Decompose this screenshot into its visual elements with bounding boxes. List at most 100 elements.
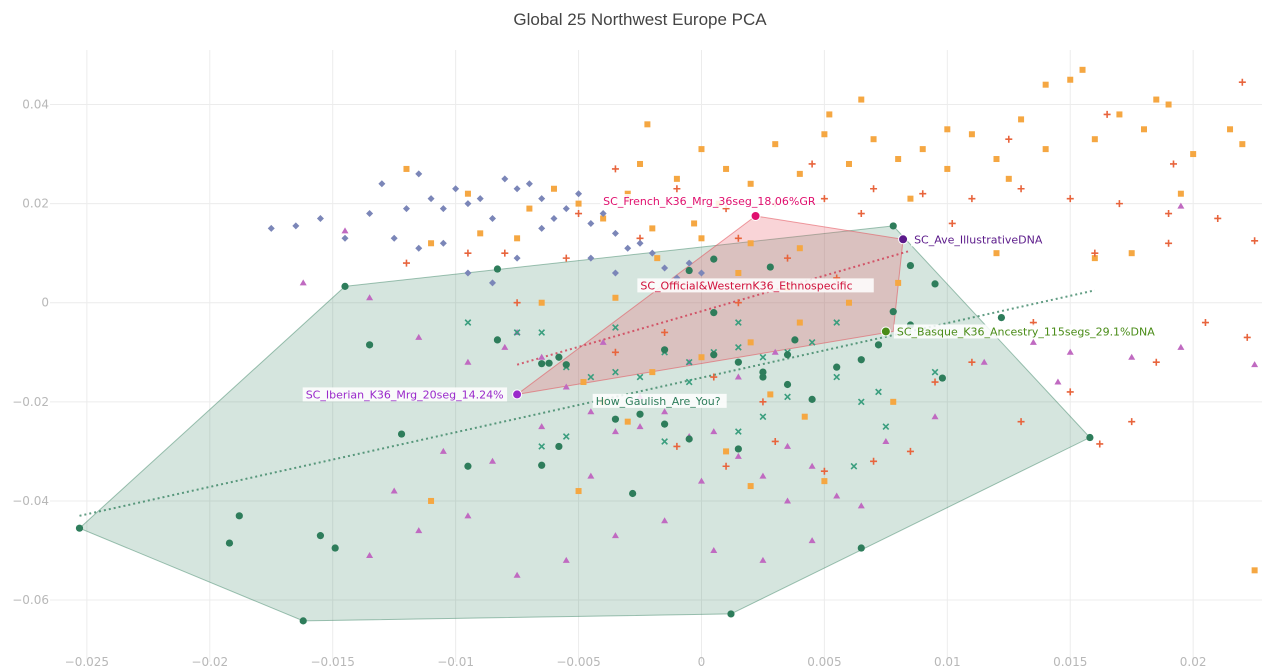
data-point — [944, 165, 951, 172]
data-point — [993, 250, 1000, 257]
data-point — [747, 483, 754, 490]
data-point — [747, 240, 754, 247]
data-point — [464, 358, 472, 365]
data-point — [538, 443, 546, 450]
data-point — [1140, 126, 1147, 133]
data-point — [538, 353, 546, 360]
data-point — [808, 160, 816, 168]
label-background — [893, 324, 1150, 339]
data-point — [644, 121, 651, 128]
data-point — [1239, 141, 1246, 148]
data-point — [889, 222, 897, 230]
data-point — [1251, 567, 1258, 574]
data-point — [980, 358, 988, 365]
data-point — [833, 363, 841, 371]
data-point — [1243, 333, 1251, 341]
data-point — [661, 408, 669, 415]
highlight-point — [880, 326, 891, 337]
x-tick-label: 0.005 — [807, 655, 841, 669]
data-point — [624, 190, 631, 197]
data-point — [919, 146, 926, 153]
data-point — [575, 488, 582, 495]
data-point — [366, 210, 374, 218]
series-circle — [75, 222, 1094, 625]
data-point — [390, 487, 398, 494]
series-x — [464, 319, 939, 470]
data-point — [968, 195, 976, 203]
data-point — [1170, 160, 1177, 168]
data-point — [796, 319, 803, 326]
data-point — [661, 346, 669, 354]
data-point — [649, 225, 656, 232]
data-point — [513, 329, 521, 336]
x-tick-label: 0.01 — [934, 655, 961, 669]
data-point — [390, 234, 398, 242]
data-point — [611, 348, 619, 356]
data-point — [599, 338, 607, 345]
highlight-label: SC_Iberian_K36_Mrg_20seg_14.24% — [302, 387, 508, 402]
data-point — [538, 195, 546, 203]
data-point — [341, 282, 349, 290]
data-point — [1086, 433, 1094, 442]
data-point — [587, 254, 595, 262]
data-point — [501, 249, 509, 257]
data-point — [1128, 353, 1136, 360]
data-point — [938, 374, 947, 382]
data-point — [784, 254, 792, 262]
data-point — [600, 215, 607, 222]
data-point — [538, 299, 545, 306]
data-point — [538, 329, 546, 336]
data-point — [796, 245, 803, 252]
data-point — [562, 254, 570, 262]
data-point — [562, 361, 570, 369]
data-point — [759, 373, 767, 381]
data-point — [587, 472, 595, 479]
data-point — [316, 214, 324, 222]
data-point — [464, 462, 472, 470]
data-point — [538, 224, 546, 232]
label-background — [592, 393, 727, 408]
data-point — [710, 547, 718, 554]
data-point — [403, 165, 410, 172]
x-tick-label: −0.005 — [556, 655, 600, 669]
data-point — [931, 378, 939, 386]
data-point — [402, 205, 410, 213]
y-tick-label: −0.02 — [12, 395, 49, 409]
data-point — [808, 462, 816, 469]
data-point — [685, 378, 693, 386]
data-point — [637, 160, 644, 167]
data-point — [820, 467, 828, 475]
data-point — [722, 462, 730, 470]
data-point — [759, 368, 767, 376]
data-point — [75, 524, 84, 532]
data-point — [1066, 195, 1074, 203]
data-point — [1005, 135, 1013, 143]
data-point — [477, 230, 484, 237]
data-point — [784, 497, 792, 504]
data-point — [735, 269, 742, 276]
grid — [50, 50, 1262, 662]
data-point — [808, 339, 816, 346]
data-point — [550, 185, 557, 192]
data-point — [845, 160, 852, 167]
data-point — [225, 539, 234, 547]
data-point — [870, 457, 878, 465]
data-point — [1251, 237, 1259, 245]
series-plus — [402, 78, 1259, 475]
x-tick-label: −0.02 — [191, 655, 228, 669]
data-point — [997, 313, 1006, 322]
data-point — [1017, 185, 1025, 193]
data-point — [698, 235, 705, 242]
data-point — [673, 442, 681, 450]
data-point — [759, 353, 767, 361]
data-point — [1042, 146, 1049, 153]
data-point — [513, 299, 521, 307]
data-point — [1238, 78, 1246, 86]
data-point — [907, 195, 914, 202]
data-point — [858, 96, 865, 103]
data-point — [710, 309, 718, 317]
highlight-label-text: SC_Basque_K36_Ancestry_115segs_29.1%DNA — [897, 325, 1155, 338]
data-point — [734, 358, 742, 366]
data-point — [611, 415, 620, 423]
